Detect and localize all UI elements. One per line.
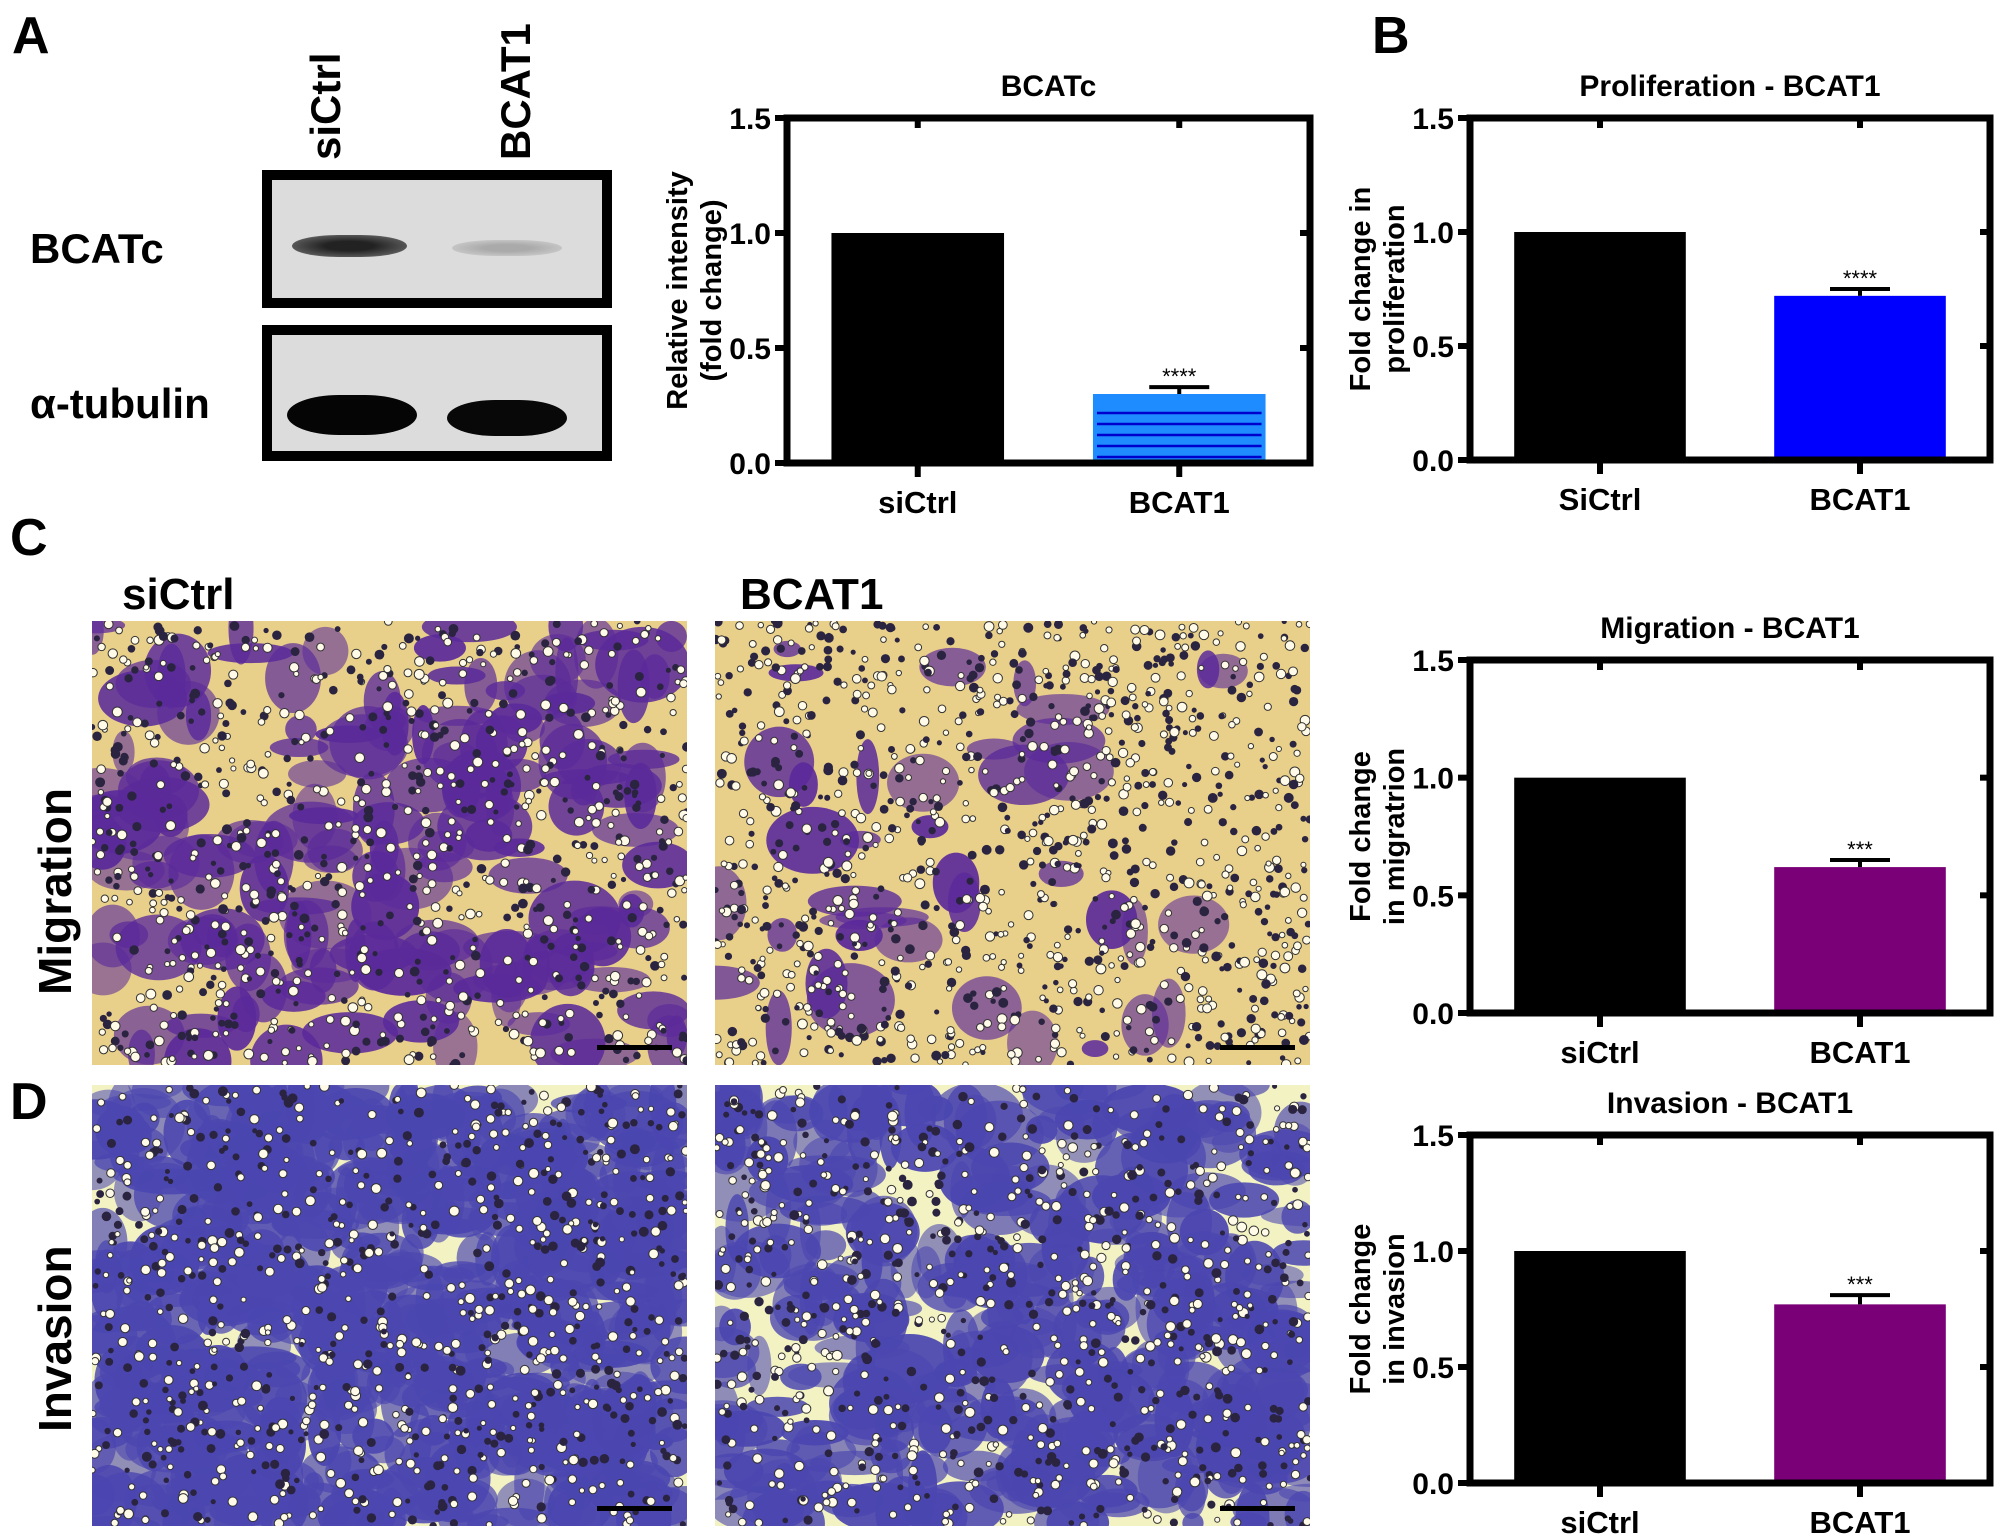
micrograph-invasion-bcat1 — [715, 1085, 1310, 1526]
x-tick-label: siCtrl — [878, 485, 957, 520]
y-tick-label: 1.5 — [1412, 1120, 1454, 1153]
x-tick-label: siCtrl — [1560, 1035, 1639, 1070]
y-tick-label: 1.0 — [1412, 1236, 1454, 1269]
x-tick-label: SiCtrl — [1559, 482, 1642, 517]
bar-sictrl — [831, 233, 1004, 463]
y-tick-label: 0.0 — [729, 448, 771, 481]
micrograph-column-label-bcat1: BCAT1 — [740, 570, 883, 620]
y-tick-label: 1.5 — [1412, 103, 1454, 136]
significance-marker: **** — [1162, 364, 1197, 389]
chart-bcatc: BCATc siCtrl **** BCAT1 0.0 0.5 1.0 1.5 Relative… — [640, 60, 1330, 520]
panel-letter-a: A — [12, 10, 50, 62]
y-axis-label: proliferation — [1379, 204, 1411, 373]
micrograph-row-label-invasion: Invasion — [28, 1245, 82, 1432]
micrograph-migration-bcat1 — [715, 621, 1310, 1065]
y-axis-label: Relative intensity — [662, 171, 694, 410]
y-tick-label: 0.0 — [1412, 445, 1454, 478]
blot-bcatc — [262, 170, 612, 308]
bar-sictrl — [1514, 1251, 1686, 1483]
band-bcatc-bcat1 — [452, 240, 562, 256]
panel-letter-b: B — [1372, 10, 1410, 62]
micrograph-migration-sictrl — [92, 621, 687, 1065]
bar-bcat1 — [1774, 867, 1946, 1013]
scale-bar — [1220, 1045, 1295, 1050]
y-tick-label: 1.0 — [1412, 217, 1454, 250]
significance-marker: *** — [1847, 1272, 1873, 1297]
blot-row-label-bcatc: BCATc — [30, 225, 164, 273]
y-tick-label: 1.0 — [729, 218, 771, 251]
y-axis-label: Fold change — [1345, 1224, 1377, 1395]
micrograph-column-label-sictrl: siCtrl — [122, 570, 234, 620]
chart-migration: Migration - BCAT1 siCtrl *** BCAT1 0.0 0.5 1.0… — [1320, 610, 2000, 1070]
scale-bar — [597, 1506, 672, 1511]
y-tick-label: 1.0 — [1412, 763, 1454, 796]
chart-title: Migration - BCAT1 — [1600, 612, 1859, 645]
x-tick-label: BCAT1 — [1809, 482, 1910, 517]
panel-letter-d: D — [10, 1076, 48, 1128]
bar-bcat1 — [1093, 394, 1266, 463]
bar-bcat1 — [1774, 1304, 1946, 1483]
y-axis-label: (fold change) — [696, 199, 728, 381]
chart-title: Invasion - BCAT1 — [1607, 1087, 1853, 1120]
y-axis-label: Fold change in — [1345, 187, 1377, 392]
y-axis-label: in migratrion — [1379, 748, 1411, 925]
blot-row-label-tubulin: α-tubulin — [30, 380, 210, 428]
micrograph-row-label-migration: Migration — [28, 788, 82, 995]
y-tick-label: 0.0 — [1412, 998, 1454, 1031]
x-tick-label: BCAT1 — [1129, 485, 1230, 520]
y-tick-label: 0.5 — [729, 333, 771, 366]
bar-sictrl — [1514, 232, 1686, 460]
lane-label-sictrl: siCtrl — [302, 53, 350, 160]
scale-bar — [1220, 1506, 1295, 1511]
y-tick-label: 1.5 — [1412, 645, 1454, 678]
chart-title: BCATc — [1001, 70, 1097, 103]
y-tick-label: 0.5 — [1412, 331, 1454, 364]
band-bcatc-sictrl — [292, 235, 407, 257]
significance-marker: **** — [1843, 266, 1878, 291]
x-tick-label: BCAT1 — [1809, 1035, 1910, 1070]
micrograph-invasion-sictrl — [92, 1085, 687, 1526]
y-axis-label: Fold change — [1345, 751, 1377, 922]
y-axis-label: in invasion — [1379, 1233, 1411, 1384]
bar-bcat1 — [1774, 296, 1946, 460]
band-tubulin-sictrl — [287, 395, 417, 435]
blot-tubulin — [262, 325, 612, 461]
scale-bar — [597, 1045, 672, 1050]
significance-marker: *** — [1847, 837, 1873, 862]
chart-title: Proliferation - BCAT1 — [1579, 70, 1880, 103]
y-tick-label: 1.5 — [729, 103, 771, 136]
lane-label-bcat1: BCAT1 — [492, 23, 540, 160]
y-tick-label: 0.0 — [1412, 1468, 1454, 1501]
y-tick-label: 0.5 — [1412, 1352, 1454, 1385]
y-tick-label: 0.5 — [1412, 880, 1454, 913]
bar-sictrl — [1514, 778, 1686, 1013]
panel-letter-c: C — [10, 512, 48, 564]
chart-proliferation: Proliferation - BCAT1 SiCtrl **** BCAT1 0.0 0… — [1320, 60, 2000, 520]
band-tubulin-bcat1 — [447, 400, 567, 436]
